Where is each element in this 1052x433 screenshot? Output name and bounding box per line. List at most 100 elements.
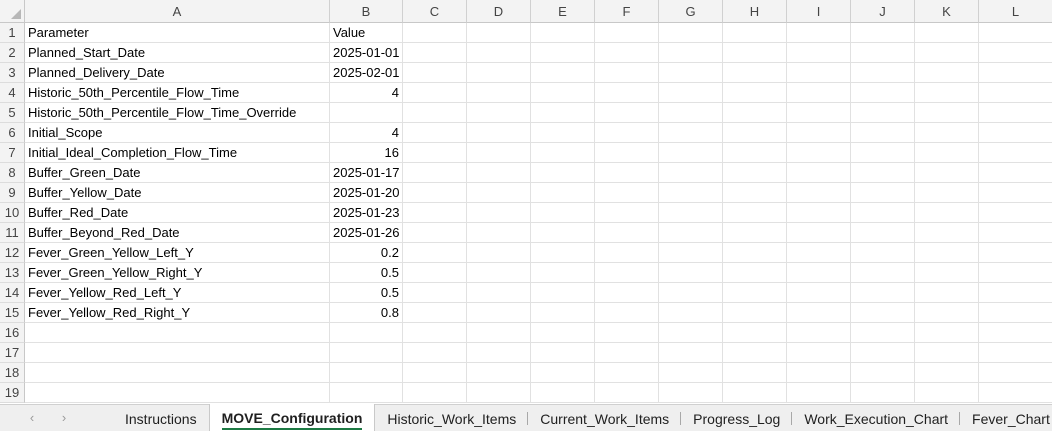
cell[interactable] — [531, 263, 595, 283]
cell[interactable] — [467, 363, 531, 383]
cell[interactable] — [659, 323, 723, 343]
cell[interactable] — [467, 343, 531, 363]
cell-parameter[interactable]: Buffer_Green_Date — [25, 163, 330, 183]
row-header[interactable]: 1 — [0, 23, 25, 43]
cell-value[interactable]: 0.2 — [330, 243, 403, 263]
cell[interactable] — [723, 283, 787, 303]
cell[interactable] — [851, 343, 915, 363]
cell-parameter[interactable]: Buffer_Yellow_Date — [25, 183, 330, 203]
row-header[interactable]: 5 — [0, 103, 25, 123]
cell-value[interactable]: 0.5 — [330, 283, 403, 303]
cell[interactable] — [979, 243, 1052, 263]
cell[interactable] — [531, 63, 595, 83]
cell-parameter[interactable] — [25, 343, 330, 363]
cell[interactable] — [531, 83, 595, 103]
cell[interactable] — [467, 283, 531, 303]
cell[interactable] — [851, 283, 915, 303]
cell[interactable] — [659, 123, 723, 143]
row-header[interactable]: 19 — [0, 383, 25, 403]
cell[interactable] — [659, 223, 723, 243]
column-header-b[interactable]: B — [330, 0, 403, 23]
cell-parameter[interactable]: Buffer_Beyond_Red_Date — [25, 223, 330, 243]
cell[interactable] — [723, 23, 787, 43]
column-header-f[interactable]: F — [595, 0, 659, 23]
cell[interactable] — [723, 63, 787, 83]
cell[interactable] — [531, 183, 595, 203]
cell[interactable] — [979, 203, 1052, 223]
cell[interactable] — [467, 103, 531, 123]
cell[interactable] — [595, 183, 659, 203]
cell[interactable] — [851, 223, 915, 243]
cell[interactable] — [403, 343, 467, 363]
cell-value[interactable]: 0.8 — [330, 303, 403, 323]
cell[interactable] — [851, 203, 915, 223]
cell[interactable] — [467, 83, 531, 103]
cell[interactable] — [723, 103, 787, 123]
cell[interactable] — [595, 103, 659, 123]
row-header[interactable]: 2 — [0, 43, 25, 63]
cell[interactable] — [723, 223, 787, 243]
cell[interactable] — [851, 43, 915, 63]
row-header[interactable]: 14 — [0, 283, 25, 303]
cell[interactable] — [403, 183, 467, 203]
cell[interactable] — [979, 303, 1052, 323]
cell[interactable] — [403, 263, 467, 283]
cell[interactable] — [467, 383, 531, 403]
cell[interactable] — [403, 283, 467, 303]
cell[interactable] — [595, 43, 659, 63]
cell-value[interactable]: 0.5 — [330, 263, 403, 283]
select-all-corner[interactable] — [0, 0, 25, 23]
cell[interactable] — [787, 123, 851, 143]
cell[interactable] — [403, 243, 467, 263]
cell[interactable] — [915, 223, 979, 243]
cell-parameter[interactable]: Initial_Scope — [25, 123, 330, 143]
cell[interactable] — [723, 203, 787, 223]
row-header[interactable]: 3 — [0, 63, 25, 83]
cell[interactable] — [723, 383, 787, 403]
cell[interactable] — [787, 143, 851, 163]
cell-value[interactable] — [330, 343, 403, 363]
row-header[interactable]: 10 — [0, 203, 25, 223]
cell[interactable] — [403, 303, 467, 323]
cell[interactable] — [915, 183, 979, 203]
cell-parameter[interactable]: Parameter — [25, 23, 330, 43]
cell[interactable] — [723, 143, 787, 163]
cell[interactable] — [531, 163, 595, 183]
cell[interactable] — [723, 363, 787, 383]
column-header-i[interactable]: I — [787, 0, 851, 23]
cell[interactable] — [531, 323, 595, 343]
cell[interactable] — [595, 383, 659, 403]
cell[interactable] — [851, 103, 915, 123]
cell[interactable] — [531, 223, 595, 243]
cell[interactable] — [595, 283, 659, 303]
cell[interactable] — [915, 163, 979, 183]
cell[interactable] — [595, 143, 659, 163]
cell[interactable] — [915, 143, 979, 163]
cell[interactable] — [723, 243, 787, 263]
cell[interactable] — [787, 303, 851, 323]
cell-value[interactable]: 16 — [330, 143, 403, 163]
cell[interactable] — [403, 103, 467, 123]
cell[interactable] — [723, 183, 787, 203]
cell[interactable] — [915, 343, 979, 363]
cell[interactable] — [787, 363, 851, 383]
cell[interactable] — [723, 43, 787, 63]
cell[interactable] — [467, 183, 531, 203]
cell[interactable] — [787, 183, 851, 203]
cell[interactable] — [531, 383, 595, 403]
cell-value[interactable]: Value — [330, 23, 403, 43]
cell[interactable] — [467, 203, 531, 223]
cell[interactable] — [467, 303, 531, 323]
column-header-h[interactable]: H — [723, 0, 787, 23]
sheet-tab-current-work-items[interactable]: Current_Work_Items — [528, 405, 682, 431]
cell[interactable] — [979, 363, 1052, 383]
cell-value[interactable] — [330, 323, 403, 343]
cell[interactable] — [787, 283, 851, 303]
row-header[interactable]: 16 — [0, 323, 25, 343]
cell[interactable] — [915, 363, 979, 383]
cell[interactable] — [915, 323, 979, 343]
cell[interactable] — [915, 243, 979, 263]
cell[interactable] — [915, 303, 979, 323]
cell[interactable] — [979, 43, 1052, 63]
cell[interactable] — [787, 23, 851, 43]
